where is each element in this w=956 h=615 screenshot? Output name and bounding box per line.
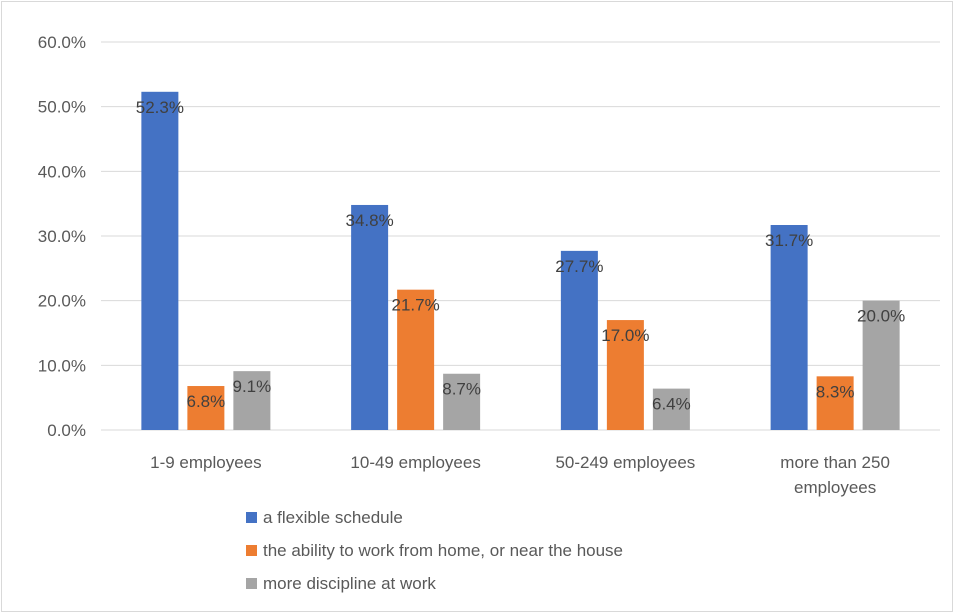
y-tick-label: 60.0%: [38, 33, 86, 52]
data-label: 31.7%: [765, 231, 813, 250]
data-label: 6.8%: [187, 392, 226, 411]
category-label: employees: [794, 478, 876, 497]
category-label: 10-49 employees: [350, 453, 480, 472]
data-label: 27.7%: [555, 257, 603, 276]
bar: [816, 376, 854, 430]
bar: [652, 388, 690, 430]
legend-label: a flexible schedule: [263, 508, 403, 527]
data-label: 17.0%: [601, 326, 649, 345]
y-tick-label: 30.0%: [38, 227, 86, 246]
data-label: 52.3%: [136, 98, 184, 117]
bar: [606, 320, 644, 430]
category-label: 50-249 employees: [555, 453, 695, 472]
data-label: 20.0%: [857, 307, 905, 326]
legend-swatch: [246, 578, 257, 589]
data-label: 9.1%: [233, 377, 272, 396]
y-tick-label: 40.0%: [38, 162, 86, 181]
bar: [770, 225, 808, 430]
data-label: 8.7%: [442, 380, 481, 399]
legend-swatch: [246, 545, 257, 556]
legend-label: more discipline at work: [263, 574, 436, 593]
bar: [187, 386, 225, 430]
data-label: 34.8%: [346, 211, 394, 230]
data-label: 8.3%: [816, 382, 855, 401]
bar: [351, 204, 389, 430]
category-label: 1-9 employees: [150, 453, 262, 472]
data-label: 6.4%: [652, 395, 691, 414]
y-tick-label: 10.0%: [38, 356, 86, 375]
y-tick-label: 0.0%: [47, 421, 86, 440]
data-label: 21.7%: [392, 296, 440, 315]
bar: [141, 91, 179, 430]
category-label: more than 250: [780, 453, 890, 472]
bar: [443, 373, 481, 430]
y-tick-label: 50.0%: [38, 98, 86, 117]
bar: [233, 371, 271, 430]
bar: [862, 300, 900, 430]
bar: [560, 250, 598, 430]
legend-label: the ability to work from home, or near t…: [263, 541, 623, 560]
legend-swatch: [246, 512, 257, 523]
bar: [397, 289, 435, 430]
y-tick-label: 20.0%: [38, 292, 86, 311]
